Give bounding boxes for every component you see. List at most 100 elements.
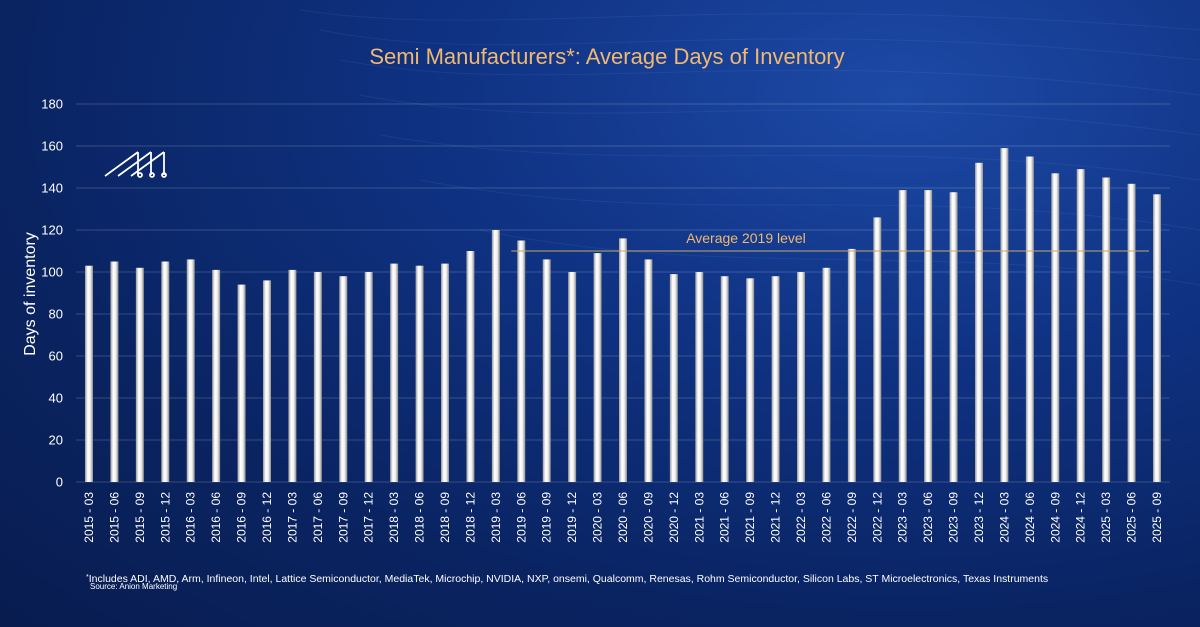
bar [797,272,805,482]
bar [517,240,526,482]
x-tick-label: 2024 - 09 [1048,492,1062,543]
bar [313,272,322,482]
bar [263,280,271,482]
background-waves [299,9,1200,286]
x-tick-label: 2019 - 12 [565,492,579,543]
x-tick-label: 2016 - 06 [209,492,223,543]
x-tick-label: 2024 - 03 [997,492,1011,543]
x-tick-label: 2025 - 06 [1125,492,1139,543]
bar [873,217,882,482]
anion-marketing-logo-icon [104,151,167,178]
x-tick-label: 2021 - 09 [743,492,757,543]
x-tick-label: 2025 - 03 [1099,492,1113,543]
x-tick-label: 2017 - 12 [362,492,376,543]
x-tick-label: 2025 - 09 [1150,492,1164,543]
bar [441,263,449,482]
bar [1076,169,1085,482]
y-tick-label: 140 [41,181,63,196]
x-tick-label: 2023 - 03 [896,492,910,543]
y-tick-label: 80 [49,307,63,322]
x-tick-label: 2015 - 06 [107,492,121,543]
x-tick-label: 2019 - 06 [514,492,528,543]
bar [975,162,983,483]
x-tick-label: 2019 - 03 [489,492,503,543]
x-tick-label: 2017 - 09 [336,492,350,543]
x-tick-label: 2015 - 09 [133,492,147,543]
x-tick-label: 2024 - 06 [1023,492,1037,543]
bar [186,259,195,482]
x-tick-label: 2018 - 06 [413,492,427,543]
footnote: *Includes ADI, AMD, Arm, Infineon, Intel… [86,573,1048,585]
bar [161,261,170,482]
x-tick-label: 2023 - 12 [972,492,986,543]
bars [85,148,1161,483]
bar [847,248,856,482]
y-tick-label: 20 [49,433,63,448]
x-tick-label: 2018 - 03 [387,492,401,543]
bar [669,274,678,482]
x-tick-label: 2019 - 09 [540,492,554,543]
x-tick-label: 2015 - 03 [82,492,96,543]
x-tick-label: 2020 - 03 [591,492,605,543]
y-tick-label: 180 [41,97,63,112]
x-tick-label: 2016 - 12 [260,492,274,543]
bar [822,267,831,482]
x-tick-label: 2016 - 09 [235,492,249,543]
bar [746,278,755,482]
bar [1127,183,1136,483]
x-tick-label: 2022 - 06 [819,492,833,543]
bar [924,190,933,482]
x-tick-label: 2016 - 03 [184,492,198,543]
x-tick-label: 2020 - 06 [616,492,630,543]
reference-line-group: Average 2019 level [511,230,1149,252]
y-axis-label: Days of inventory [22,232,39,356]
y-tick-label: 160 [41,139,63,154]
y-tick-label: 40 [49,391,63,406]
bar [898,190,907,482]
bar [339,276,348,482]
bar [237,284,246,482]
bar [644,259,653,482]
y-axis-ticks: 0 20 40 60 80 100 120 140 160 180 [41,97,63,490]
x-tick-label: 2021 - 03 [692,492,706,543]
y-tick-label: 60 [49,349,63,364]
y-tick-label: 0 [56,475,63,490]
x-tick-label: 2023 - 09 [947,492,961,543]
x-tick-label: 2021 - 12 [769,492,783,543]
bar [390,263,399,482]
x-tick-label: 2018 - 09 [438,492,452,543]
y-tick-label: 100 [41,265,63,280]
bar [85,265,93,482]
bar [364,272,373,482]
bar [110,261,119,482]
bar [593,253,602,482]
x-tick-label: 2015 - 12 [158,492,172,543]
x-tick-label: 2022 - 03 [794,492,808,543]
bar [720,276,729,482]
footnote-text: Includes ADI, AMD, Arm, Infineon, Intel,… [89,573,1048,585]
chart-title: Semi Manufacturers*: Average Days of Inv… [369,44,844,69]
bar [1000,148,1009,482]
x-tick-label: 2024 - 12 [1074,492,1088,543]
bar [1153,194,1161,483]
bar [542,259,551,482]
bar [1051,173,1060,483]
reference-line-label: Average 2019 level [686,230,806,246]
x-tick-label: 2018 - 12 [463,492,477,543]
bar [1102,177,1111,482]
x-tick-label: 2017 - 06 [311,492,325,543]
bar [771,276,780,482]
x-tick-label: 2023 - 06 [921,492,935,543]
x-tick-label: 2022 - 09 [845,492,859,543]
y-tick-label: 120 [41,223,63,238]
bar [568,272,577,482]
bar [415,265,424,482]
bar [135,267,144,482]
x-tick-label: 2022 - 12 [870,492,884,543]
bar [288,269,297,482]
bar [1025,156,1034,482]
bar [212,269,221,482]
bar [466,251,475,482]
source-note: Source: Anion Marketing [90,582,177,591]
